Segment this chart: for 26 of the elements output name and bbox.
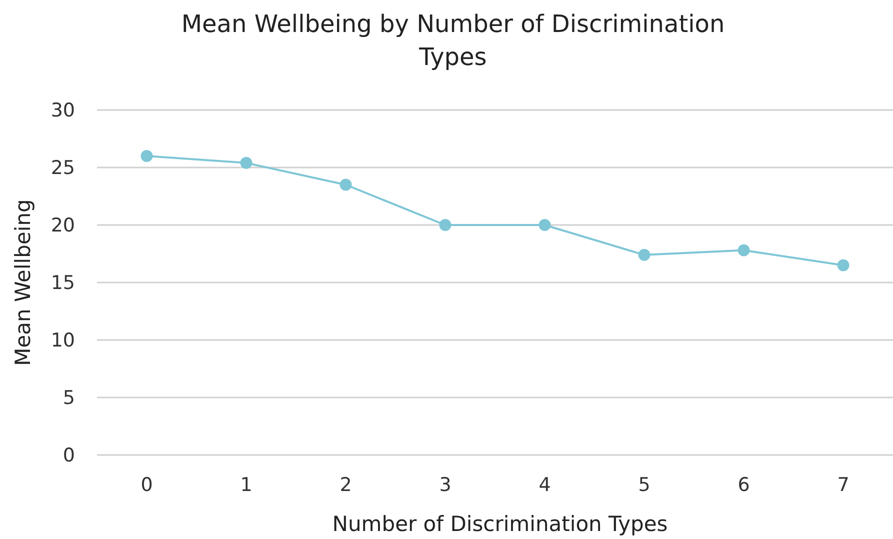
x-tick-label: 3: [439, 474, 452, 496]
point: [240, 156, 252, 169]
x-axis-title: Number of Discrimination Types: [332, 512, 668, 536]
point: [538, 219, 551, 231]
point: [738, 244, 750, 256]
x-tick-label: 0: [140, 474, 153, 496]
x-tick-label: 1: [240, 474, 252, 496]
x-tick-label: 5: [638, 474, 650, 496]
y-tick-label: 25: [50, 157, 75, 180]
point: [340, 178, 352, 191]
y-tick-label: 30: [50, 100, 75, 122]
y-tick-label: 15: [50, 272, 75, 294]
y-tick-label: 20: [50, 214, 75, 237]
x-tick-label: 7: [837, 474, 850, 496]
y-tick-label: 0: [62, 444, 75, 467]
x-tick-label: 4: [538, 474, 551, 496]
point: [439, 219, 452, 231]
y-tick-label: 5: [62, 387, 75, 410]
point: [140, 150, 153, 162]
chart-title: Mean Wellbeing by Number of Discrimination Types: [181, 10, 725, 71]
point: [837, 259, 850, 272]
point: [638, 248, 650, 261]
x-tick-label: 6: [738, 474, 750, 496]
y-tick-label: 10: [50, 330, 75, 352]
y-axis-title: Mean Wellbeing: [11, 199, 35, 366]
x-tick-label: 2: [340, 474, 352, 496]
